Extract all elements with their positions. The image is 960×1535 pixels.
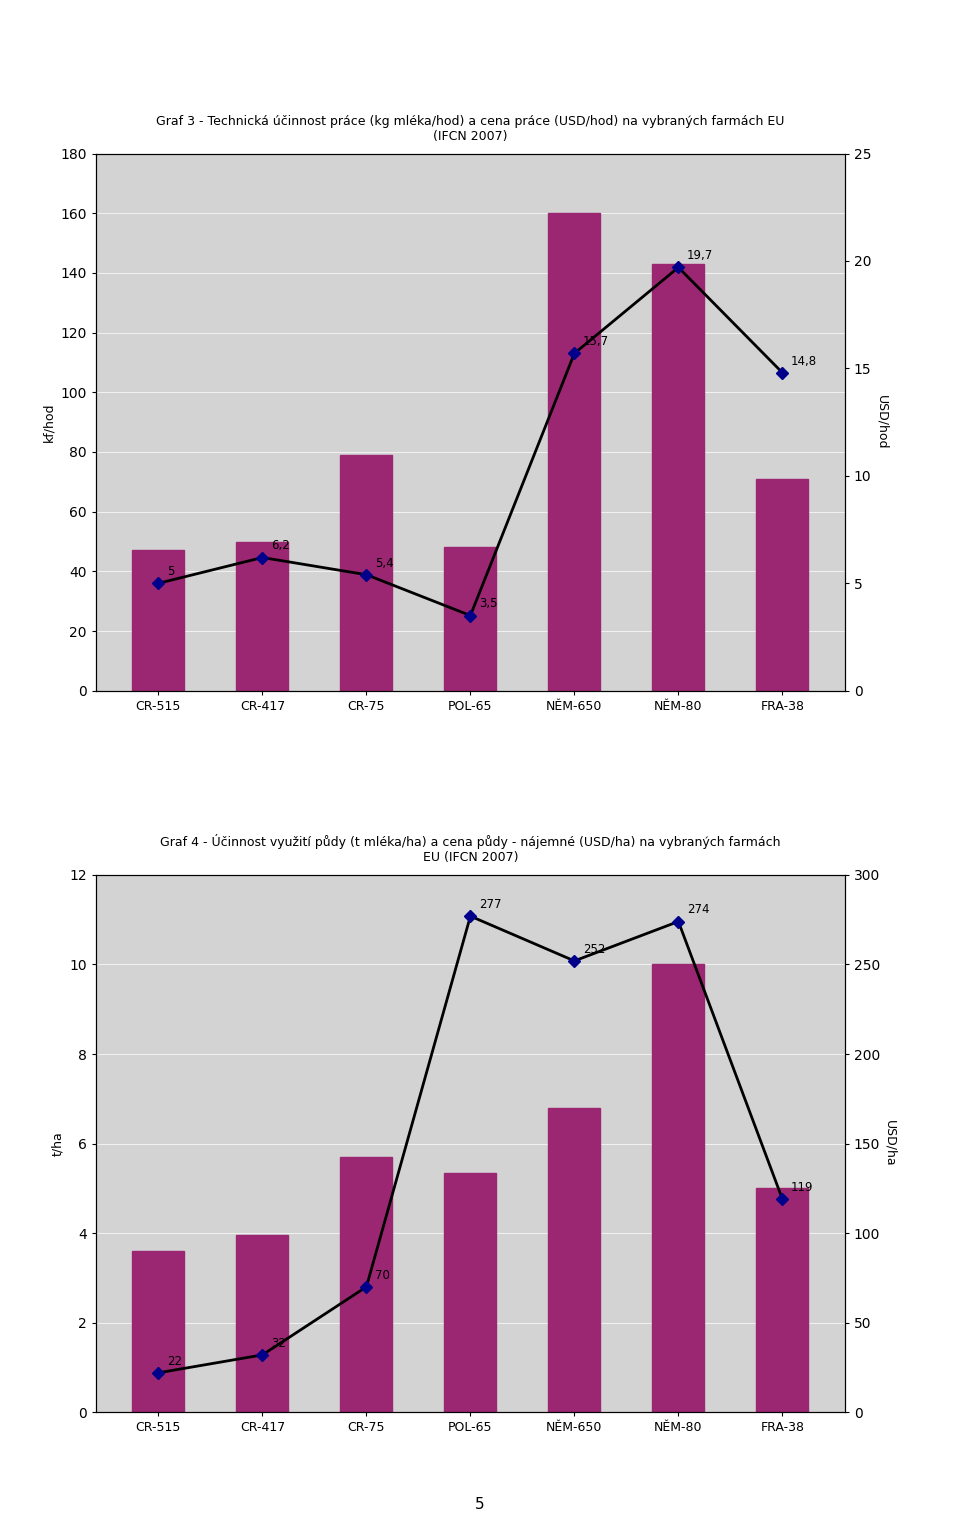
Bar (653, 264, 705, 691)
Bar (756, 1188, 808, 1412)
Text: 14,8: 14,8 (791, 355, 817, 368)
Bar (236, 542, 288, 691)
Text: 5,4: 5,4 (374, 557, 394, 569)
Y-axis label: USD/hod: USD/hod (876, 394, 888, 450)
Y-axis label: t/ha: t/ha (51, 1131, 63, 1156)
Title: Graf 4 - Účinnost využití půdy (t mléka/ha) a cena půdy - nájemné (USD/ha) na vy: Graf 4 - Účinnost využití půdy (t mléka/… (160, 834, 780, 864)
Text: 5: 5 (167, 565, 174, 579)
Text: 5: 5 (475, 1497, 485, 1512)
Text: 274: 274 (686, 904, 709, 916)
Bar (653, 964, 705, 1412)
Text: 252: 252 (583, 942, 605, 956)
Bar (548, 1108, 600, 1412)
Bar (341, 454, 393, 691)
Bar (236, 1236, 288, 1412)
Title: Graf 3 - Technická účinnost práce (kg mléka/hod) a cena práce (USD/hod) na vybra: Graf 3 - Technická účinnost práce (kg ml… (156, 115, 784, 143)
Y-axis label: kf/hod: kf/hod (42, 402, 55, 442)
Bar (756, 479, 808, 691)
Text: 15,7: 15,7 (583, 335, 609, 348)
Text: 119: 119 (791, 1180, 813, 1194)
Bar (132, 551, 184, 691)
Text: 6,2: 6,2 (271, 539, 290, 553)
Text: 277: 277 (479, 898, 501, 912)
Y-axis label: USD/ha: USD/ha (884, 1121, 897, 1167)
Text: 19,7: 19,7 (686, 249, 713, 262)
Text: 70: 70 (374, 1269, 390, 1282)
Text: 22: 22 (167, 1355, 181, 1368)
Bar (132, 1251, 184, 1412)
Text: 32: 32 (271, 1337, 285, 1349)
Bar (341, 1157, 393, 1412)
Bar (444, 548, 496, 691)
Bar (444, 1173, 496, 1412)
Bar (548, 213, 600, 691)
Text: 3,5: 3,5 (479, 597, 497, 611)
